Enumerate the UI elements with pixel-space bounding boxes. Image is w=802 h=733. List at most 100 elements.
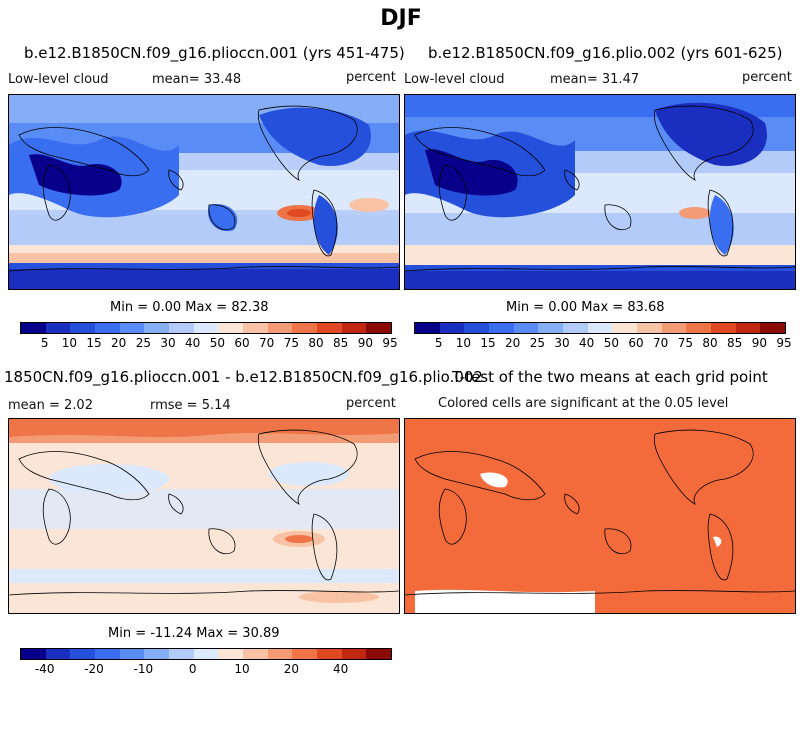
colorbar-tick-label: 20 [111, 336, 127, 350]
panel-3-units-label: percent [346, 396, 396, 411]
colorbar-swatch [95, 323, 120, 333]
figure-title: DJF [380, 6, 422, 31]
colorbar-swatch [144, 323, 170, 333]
colorbar-tick-label: 15 [480, 336, 496, 350]
colorbar-tick-label: 5 [40, 336, 49, 350]
panel-1-units-label: percent [346, 70, 396, 85]
colorbar-tick-label: 90 [357, 336, 373, 350]
colorbar-swatch [292, 323, 318, 333]
colorbar-tick-label: 70 [653, 336, 669, 350]
colorbar-swatch [119, 323, 145, 333]
colorbar-tick-label: 0 [188, 662, 197, 676]
colorbar-swatch [686, 323, 712, 333]
colorbar-swatch [193, 649, 219, 659]
colorbar-tick-label: 30 [554, 336, 570, 350]
panel-2-minmax: Min = 0.00 Max = 83.68 [506, 300, 665, 315]
colorbar-swatch [587, 323, 613, 333]
panel-1-colorbar-ticks: 5 10 15 20 25 30 40 50 60 70 75 80 85 90 95 [20, 336, 398, 352]
colorbar-tick-label: 85 [333, 336, 349, 350]
colorbar-swatch [341, 323, 367, 333]
colorbar-tick-label: 25 [135, 336, 151, 350]
panel-2-map [404, 94, 796, 290]
colorbar-tick-label: 70 [259, 336, 275, 350]
panel-3-colorbar-ticks: -40 -20 -10 0 10 20 40 [20, 662, 390, 678]
colorbar-swatch [243, 649, 268, 659]
colorbar-swatch [538, 323, 564, 333]
colorbar-tick-label: 20 [505, 336, 521, 350]
colorbar-tick-label: -40 [34, 662, 55, 676]
panel-3-title: 1850CN.f09_g16.plioccn.001 - b.e12.B1850… [4, 368, 483, 386]
colorbar-tick-label: 60 [234, 336, 250, 350]
panel-3-map [8, 418, 400, 614]
colorbar-swatch [218, 323, 244, 333]
colorbar-swatch [711, 323, 736, 333]
colorbar-swatch [366, 649, 392, 659]
colorbar-swatch [317, 323, 342, 333]
colorbar-tick-label: 30 [160, 336, 176, 350]
colorbar-swatch [21, 649, 46, 659]
panel-2-mean-label: mean= 31.47 [550, 72, 640, 87]
colorbar-tick-label: 10 [61, 336, 77, 350]
panel-2-units-label: percent [742, 70, 792, 85]
panel-1-variable-label: Low-level cloud [8, 72, 109, 87]
colorbar-tick-label: 10 [234, 662, 250, 676]
colorbar-swatch [243, 323, 268, 333]
colorbar-tick-label: 50 [603, 336, 619, 350]
colorbar-tick-label: 75 [283, 336, 299, 350]
colorbar-swatch [612, 323, 638, 333]
panel-2-title: b.e12.B1850CN.f09_g16.plio.002 (yrs 601-… [428, 44, 783, 62]
colorbar-tick-label: 40 [333, 662, 349, 676]
colorbar-swatch [70, 649, 96, 659]
colorbar-swatch [45, 649, 71, 659]
colorbar-swatch [637, 323, 662, 333]
panel-1-title: b.e12.B1850CN.f09_g16.plioccn.001 (yrs 4… [24, 44, 405, 62]
colorbar-tick-label: 40 [579, 336, 595, 350]
panel-2-variable-label: Low-level cloud [404, 72, 505, 87]
colorbar-tick-label: 85 [727, 336, 743, 350]
colorbar-swatch [661, 323, 687, 333]
colorbar-swatch [439, 323, 465, 333]
colorbar-swatch [95, 649, 120, 659]
panel-1-map [8, 94, 400, 290]
panel-4-significance-note: Colored cells are significant at the 0.0… [438, 396, 729, 411]
colorbar-swatch [760, 323, 786, 333]
colorbar-tick-label: 60 [628, 336, 644, 350]
colorbar-swatch [267, 323, 293, 333]
colorbar-swatch [464, 323, 490, 333]
colorbar-tick-label: 40 [185, 336, 201, 350]
colorbar-swatch [366, 323, 392, 333]
colorbar-swatch [169, 323, 194, 333]
colorbar-swatch [415, 323, 440, 333]
panel-1-mean-label: mean= 33.48 [152, 72, 242, 87]
colorbar-swatch [489, 323, 514, 333]
colorbar-swatch [169, 649, 194, 659]
colorbar-tick-label: 10 [455, 336, 471, 350]
colorbar-tick-label: 80 [702, 336, 718, 350]
colorbar-tick-label: 15 [86, 336, 102, 350]
colorbar-swatch [218, 649, 244, 659]
colorbar-swatch [70, 323, 96, 333]
colorbar-swatch [735, 323, 761, 333]
panel-1-colorbar [20, 322, 392, 334]
colorbar-tick-label: 5 [434, 336, 443, 350]
colorbar-swatch [341, 649, 367, 659]
colorbar-tick-label: 20 [283, 662, 299, 676]
colorbar-tick-label: 95 [382, 336, 398, 350]
colorbar-tick-label: -10 [133, 662, 154, 676]
panel-3-rmse-label: rmse = 5.14 [150, 398, 231, 413]
colorbar-swatch [267, 649, 293, 659]
panel-2-colorbar [414, 322, 786, 334]
colorbar-swatch [513, 323, 539, 333]
panel-3-minmax: Min = -11.24 Max = 30.89 [108, 626, 280, 641]
colorbar-tick-label: 90 [751, 336, 767, 350]
panel-2-colorbar-ticks: 5 10 15 20 25 30 40 50 60 70 75 80 85 90 95 [414, 336, 792, 352]
panel-1-minmax: Min = 0.00 Max = 82.38 [110, 300, 269, 315]
colorbar-tick-label: 75 [677, 336, 693, 350]
colorbar-tick-label: 50 [209, 336, 225, 350]
colorbar-tick-label: 25 [529, 336, 545, 350]
colorbar-swatch [119, 649, 145, 659]
colorbar-tick-label: 80 [308, 336, 324, 350]
colorbar-swatch [193, 323, 219, 333]
colorbar-swatch [563, 323, 588, 333]
colorbar-swatch [21, 323, 46, 333]
